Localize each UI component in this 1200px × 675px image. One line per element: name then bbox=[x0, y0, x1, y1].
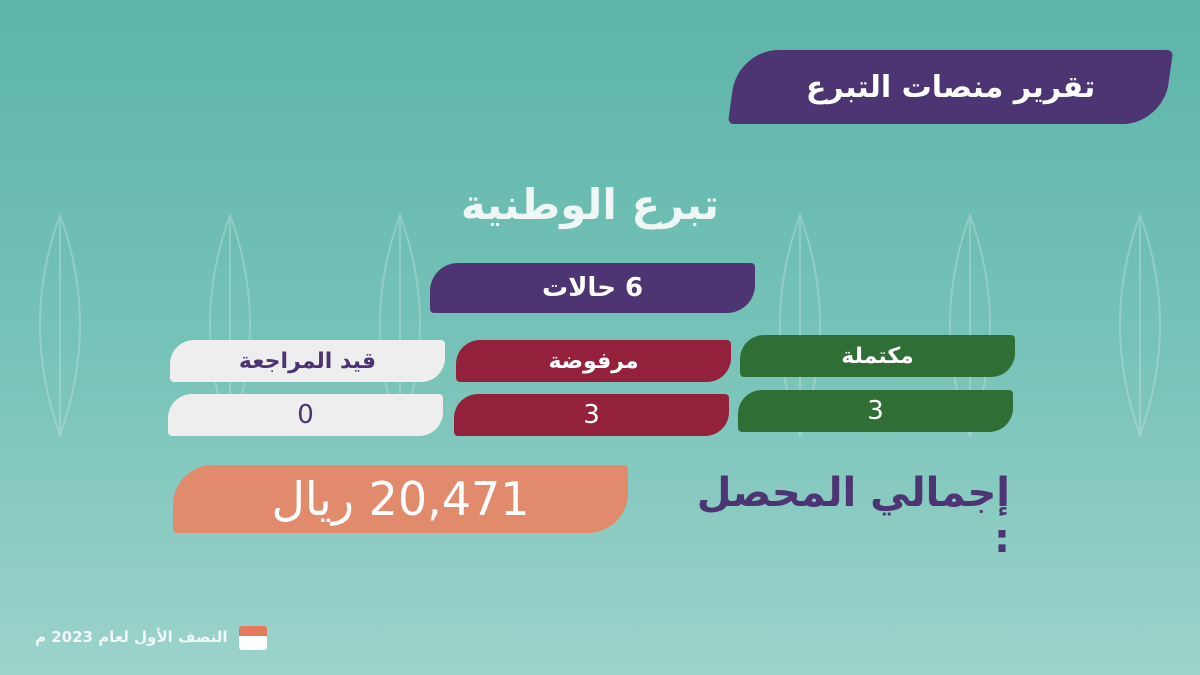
total-collected-label: إجمالي المحصل : bbox=[696, 470, 1010, 562]
period-text: النصف الأول لعام 2023 م bbox=[35, 628, 228, 646]
status-label-completed: مكتملة bbox=[740, 335, 1015, 377]
status-label-rejected: مرفوضة bbox=[456, 340, 731, 382]
status-value-rejected: 3 bbox=[454, 394, 729, 436]
total-collected-value: 20,471 ريال bbox=[173, 465, 628, 533]
platform-name: تبرع الوطنية bbox=[460, 180, 720, 229]
status-value-under-review: 0 bbox=[168, 394, 443, 436]
status-value-completed: 3 bbox=[738, 390, 1013, 432]
cases-count-badge: 6 حالات bbox=[430, 263, 755, 313]
status-label-under-review: قيد المراجعة bbox=[170, 340, 445, 382]
report-title-banner: تقرير منصات التبرع bbox=[727, 50, 1174, 124]
calendar-icon bbox=[238, 622, 268, 652]
report-title: تقرير منصات التبرع bbox=[805, 69, 1096, 105]
footer-period: النصف الأول لعام 2023 م bbox=[35, 622, 268, 652]
